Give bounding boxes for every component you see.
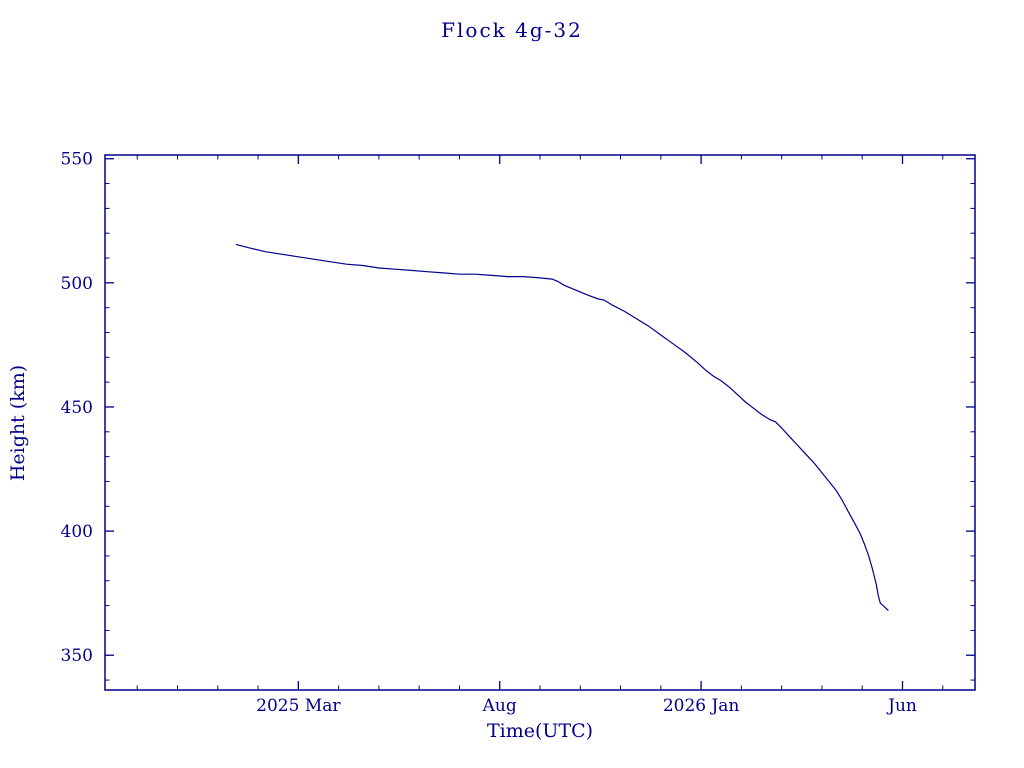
y-tick-label: 400 (61, 522, 93, 542)
x-tick-label: Jun (886, 696, 917, 716)
y-tick-label: 550 (61, 150, 93, 170)
x-axis-label: Time(UTC) (486, 720, 594, 742)
x-tick-label: Aug (482, 696, 517, 716)
y-tick-label: 450 (61, 398, 93, 418)
y-axis-label: Height (km) (7, 364, 29, 482)
y-tick-label: 500 (61, 274, 93, 294)
chart-title: Flock 4g-32 (441, 18, 583, 42)
x-tick-label: 2026 Jan (663, 696, 740, 716)
y-tick-label: 350 (61, 646, 93, 666)
x-tick-label: 2025 Mar (256, 696, 341, 716)
plot-frame (104, 154, 976, 691)
height-series-line (235, 243, 889, 612)
